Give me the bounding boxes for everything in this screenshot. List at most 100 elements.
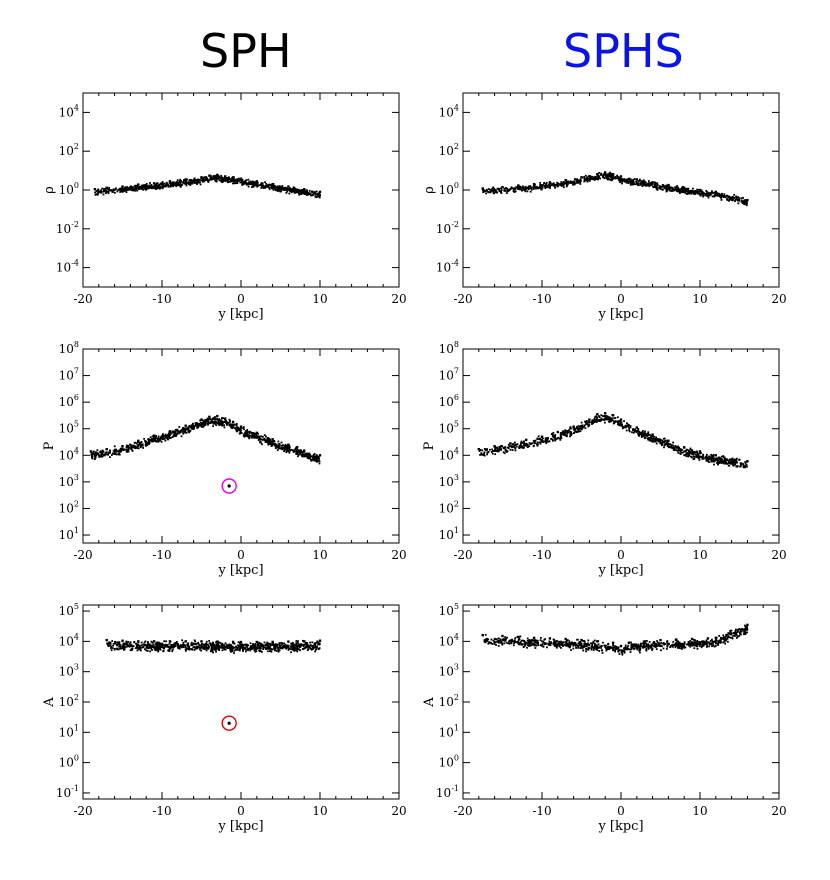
- data-point: [271, 182, 274, 186]
- scatter-point: [728, 197, 731, 200]
- scatter-point: [271, 642, 274, 645]
- scatter-point: [734, 463, 737, 466]
- scatter-point: [631, 431, 633, 434]
- scatter-point: [306, 645, 309, 648]
- scatter-point: [187, 181, 190, 184]
- scatter-point: [116, 641, 119, 644]
- scatter-point: [575, 431, 578, 433]
- scatter-point: [132, 186, 135, 189]
- scatter-point: [118, 453, 121, 456]
- scatter-point: [603, 173, 606, 176]
- scatter-point: [162, 438, 164, 440]
- scatter-point: [293, 190, 296, 193]
- scatter-point: [744, 199, 747, 201]
- scatter-point: [523, 187, 526, 190]
- scatter-point: [290, 188, 293, 191]
- scatter-point: [281, 643, 283, 646]
- scatter-point: [642, 179, 645, 182]
- scatter-point: [608, 418, 611, 421]
- scatter-point: [257, 439, 260, 441]
- x-tick-label: -20: [453, 292, 472, 306]
- scatter-point: [727, 462, 730, 464]
- scatter-point: [643, 180, 646, 183]
- scatter-point: [228, 643, 231, 646]
- data-point: [231, 640, 235, 644]
- scatter-point: [317, 647, 320, 650]
- scatter-point: [260, 186, 263, 189]
- scatter-point: [171, 648, 174, 651]
- scatter-point: [567, 431, 570, 434]
- scatter-point: [259, 438, 261, 441]
- scatter-point: [677, 188, 680, 190]
- scatter-point: [700, 190, 703, 193]
- scatter-point: [268, 647, 270, 649]
- scatter-point: [173, 435, 175, 437]
- scatter-point: [647, 182, 650, 185]
- scatter-point: [709, 456, 712, 458]
- scatter-point: [554, 439, 556, 442]
- scatter-point: [261, 645, 264, 648]
- scatter-point: [210, 645, 213, 648]
- scatter-point: [593, 177, 596, 179]
- scatter-point: [120, 647, 122, 650]
- scatter-point: [570, 432, 573, 435]
- scatter-point: [261, 435, 264, 438]
- scatter-point: [273, 440, 276, 442]
- scatter-point: [651, 183, 654, 186]
- scatter-point: [145, 645, 148, 648]
- data-point: [635, 178, 638, 181]
- scatter-point: [586, 421, 589, 424]
- scatter-point: [314, 457, 317, 460]
- scatter-point: [280, 190, 282, 193]
- scatter-point: [255, 650, 258, 653]
- scatter-point: [125, 186, 128, 189]
- scatter-point: [278, 445, 281, 447]
- scatter-point: [308, 189, 311, 192]
- scatter-point: [148, 443, 150, 445]
- scatter-point: [702, 194, 704, 196]
- scatter-point: [246, 435, 249, 438]
- scatter-point: [552, 182, 555, 185]
- scatter-point: [185, 431, 188, 434]
- scatter-point: [525, 444, 528, 447]
- scatter-point: [711, 195, 714, 198]
- scatter-point: [260, 441, 262, 444]
- scatter-point: [232, 642, 235, 645]
- scatter-point: [560, 185, 563, 187]
- data-point: [200, 176, 203, 179]
- scatter-point: [728, 459, 731, 462]
- scatter-point: [197, 641, 200, 644]
- y-tick-label: 101: [59, 526, 79, 542]
- scatter-point: [218, 649, 220, 651]
- scatter-point: [250, 436, 253, 438]
- scatter-point: [652, 437, 655, 440]
- scatter-point: [146, 442, 149, 445]
- scatter-point: [202, 420, 205, 423]
- scatter-point: [171, 436, 174, 439]
- scatter-point: [211, 178, 214, 181]
- scatter-point: [114, 448, 116, 451]
- scatter-point: [158, 438, 161, 441]
- scatter-point: [229, 647, 232, 650]
- scatter-point: [174, 183, 177, 186]
- scatter-point: [521, 446, 524, 449]
- scatter-point: [583, 177, 586, 180]
- scatter-point: [146, 185, 149, 187]
- data-point: [619, 418, 623, 421]
- scatter-point: [725, 459, 727, 461]
- scatter-point: [283, 642, 286, 645]
- scatter-point: [189, 182, 191, 184]
- scatter-point: [574, 178, 576, 181]
- scatter-point: [494, 450, 497, 452]
- scatter-point: [303, 453, 306, 456]
- scatter-point: [200, 649, 203, 652]
- scatter-point: [655, 439, 658, 442]
- scatter-point: [653, 438, 656, 441]
- scatter-point: [156, 440, 158, 443]
- scatter-point: [273, 645, 276, 647]
- y-axis-label: A: [42, 697, 57, 708]
- x-tick-label: 10: [312, 292, 327, 306]
- scatter-point: [95, 454, 98, 457]
- scatter-point: [633, 430, 636, 433]
- scatter-point: [125, 446, 128, 449]
